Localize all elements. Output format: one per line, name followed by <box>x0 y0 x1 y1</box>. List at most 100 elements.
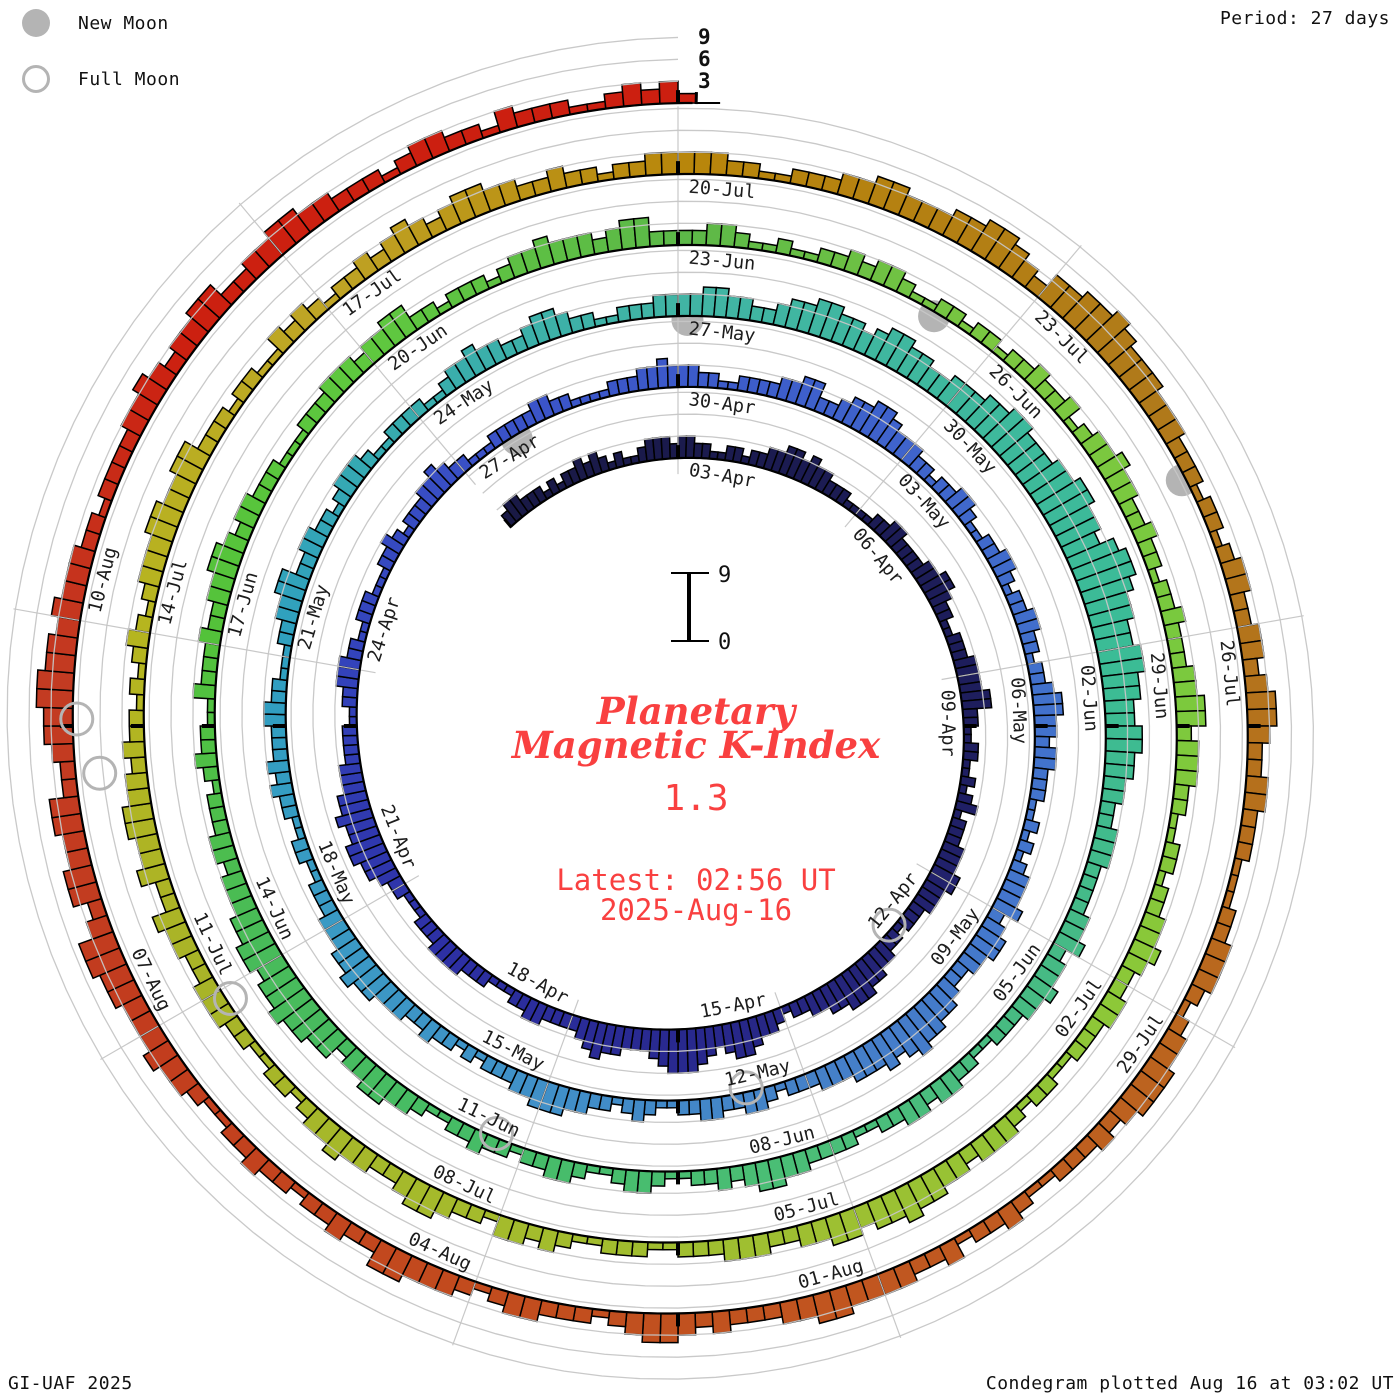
scale-max-label: 9 <box>718 563 731 588</box>
grid-spoke <box>238 202 476 486</box>
k-bar <box>640 302 655 320</box>
spiral-end-cap <box>503 518 513 529</box>
k-bar <box>652 293 667 319</box>
k-bar <box>627 160 647 179</box>
k-bar <box>1243 673 1269 694</box>
k-bar <box>124 771 150 792</box>
k-bar <box>1246 725 1271 744</box>
outer-scale-layer: 963 <box>698 25 711 93</box>
k-bar <box>640 88 661 106</box>
full-moon-label: Full Moon <box>78 68 181 90</box>
k-bar <box>1175 739 1200 758</box>
k-bar <box>271 747 290 763</box>
center-scale-bar: 90 <box>671 563 731 655</box>
k-bar <box>659 1312 679 1344</box>
credit-label: GI-UAF 2025 <box>8 1373 133 1394</box>
k-bar <box>709 151 729 177</box>
k-bar <box>725 159 745 178</box>
k-bar <box>128 725 146 743</box>
full-moon-marker <box>479 1116 515 1152</box>
full-moon-icon <box>22 65 50 93</box>
k-bar <box>643 151 663 177</box>
k-bar <box>607 1309 628 1328</box>
grid-spoke <box>13 608 376 674</box>
k-bar <box>200 669 218 687</box>
k-bar <box>128 709 145 727</box>
k-bar <box>961 707 979 719</box>
k-bar <box>650 1170 666 1187</box>
grid-spoke <box>452 999 579 1346</box>
k-bar <box>628 303 644 322</box>
date-label-20-Jul: 20-Jul <box>688 177 756 203</box>
k-bar <box>715 1166 733 1192</box>
k-bar <box>677 229 694 246</box>
k-bar <box>705 222 723 247</box>
spiral-baseline <box>71 101 1249 1315</box>
new-moon-label: New Moon <box>78 12 169 34</box>
legend-new-moon: New Moon <box>22 6 180 40</box>
outer-tick-3: 3 <box>698 69 711 93</box>
k-bar <box>677 1241 695 1258</box>
date-label-06-May: 06-May <box>1006 677 1030 745</box>
k-bar <box>658 80 679 105</box>
full-moon-marker <box>212 980 248 1016</box>
grid-spoke <box>774 992 902 1339</box>
date-label-09-Apr: 09-Apr <box>937 690 959 757</box>
plotted-timestamp: Condegram plotted Aug 16 at 03:02 UT <box>985 1373 1394 1394</box>
k-bar <box>1033 735 1051 749</box>
k-bar <box>1102 684 1142 702</box>
k-bar <box>711 1309 732 1335</box>
k-bar <box>691 229 708 247</box>
k-bar <box>199 725 217 741</box>
k-bar <box>1172 679 1198 698</box>
grid-spoke <box>916 863 1236 1049</box>
k-bar <box>615 1239 634 1257</box>
k-bar <box>690 1169 706 1187</box>
k-bar <box>199 738 218 755</box>
k-bar <box>42 706 74 727</box>
grid-spoke <box>844 244 1082 528</box>
k-bar <box>1174 754 1200 773</box>
k-bar <box>1174 694 1207 713</box>
k-bar <box>1245 690 1278 711</box>
full-moon-marker <box>728 1070 764 1106</box>
k-bar <box>263 701 287 716</box>
k-bar <box>698 1097 714 1122</box>
k-bar <box>623 1311 645 1336</box>
date-label-27-May: 27-May <box>688 318 757 346</box>
k-bar <box>693 151 713 176</box>
full-moon-marker <box>82 755 118 791</box>
baseline-layer <box>71 101 1249 1315</box>
k-bar <box>130 756 148 775</box>
k-bar <box>1104 725 1144 741</box>
date-label-29-Jun: 29-Jun <box>1146 652 1172 720</box>
k-bar <box>641 1312 662 1344</box>
k-bar <box>50 742 76 764</box>
k-bar <box>722 1236 742 1263</box>
full-moon-marker <box>59 701 95 737</box>
k-bar <box>621 82 643 108</box>
k-bar <box>677 92 698 104</box>
k-bar <box>342 743 360 756</box>
k-bar <box>694 1310 714 1329</box>
seam-ticks-layer <box>59 90 1261 1327</box>
full-moon-markers-layer <box>59 701 907 1152</box>
k-bar <box>1245 758 1263 778</box>
k-bar <box>1171 664 1197 684</box>
gridlines-layer <box>6 36 1314 1380</box>
k-bar <box>42 725 75 746</box>
k-bar <box>660 435 671 461</box>
k-bar <box>270 736 288 751</box>
k-bar <box>265 759 291 775</box>
k-bar <box>632 216 651 249</box>
scale-min-label: 0 <box>718 630 731 655</box>
k-bar <box>703 1167 719 1186</box>
k-bar <box>1175 725 1193 742</box>
k-bar <box>688 1098 702 1116</box>
k-bar <box>1239 639 1266 661</box>
grid-spoke <box>941 615 1304 681</box>
outer-tick-6: 6 <box>698 47 711 71</box>
grid-spoke <box>100 875 420 1060</box>
